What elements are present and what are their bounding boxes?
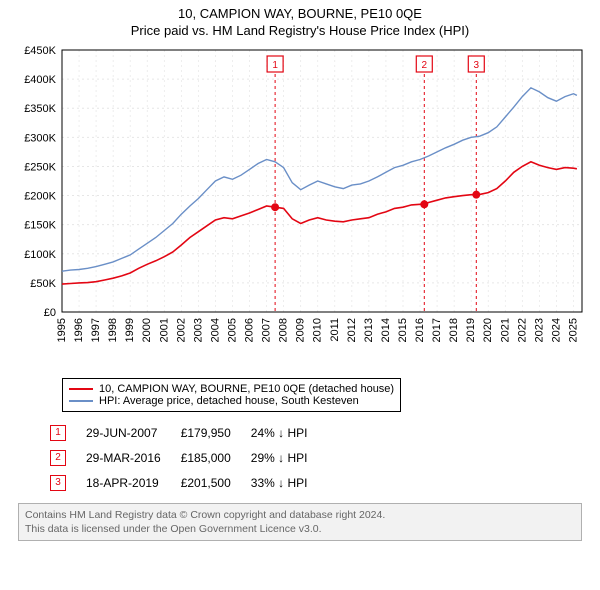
svg-text:2020: 2020 — [482, 318, 494, 342]
svg-text:£200K: £200K — [24, 191, 56, 203]
legend-swatch-hpi — [69, 400, 93, 402]
transaction-delta: 33% ↓ HPI — [251, 470, 328, 495]
svg-text:2006: 2006 — [244, 318, 256, 342]
title-subtitle: Price paid vs. HM Land Registry's House … — [10, 23, 590, 38]
marker-badge: 1 — [50, 425, 66, 441]
svg-text:2024: 2024 — [550, 318, 562, 342]
svg-text:2021: 2021 — [499, 318, 511, 342]
svg-text:2016: 2016 — [414, 318, 426, 342]
svg-text:2009: 2009 — [295, 318, 307, 342]
svg-text:2004: 2004 — [209, 318, 221, 342]
transaction-date: 29-MAR-2016 — [86, 445, 181, 470]
chart-svg: £0 £50K £100K £150K £200K £250K £300K £350K £400… — [10, 42, 590, 372]
svg-text:1996: 1996 — [73, 318, 85, 342]
svg-text:£100K: £100K — [24, 249, 56, 261]
svg-text:2008: 2008 — [278, 318, 290, 342]
svg-text:£50K: £50K — [30, 278, 56, 290]
legend-swatch-property — [69, 388, 93, 390]
footer-line2: This data is licensed under the Open Gov… — [25, 522, 575, 536]
line-chart: £0 £50K £100K £150K £200K £250K £300K £350K £400… — [10, 42, 590, 372]
transaction-price: £185,000 — [181, 445, 251, 470]
svg-text:3: 3 — [474, 60, 480, 71]
table-row: 3 18-APR-2019 £201,500 33% ↓ HPI — [50, 470, 327, 495]
svg-text:2007: 2007 — [261, 318, 273, 342]
transaction-date: 18-APR-2019 — [86, 470, 181, 495]
legend-item-property: 10, CAMPION WAY, BOURNE, PE10 0QE (detac… — [69, 383, 394, 395]
svg-text:2011: 2011 — [329, 318, 341, 342]
svg-text:2010: 2010 — [312, 318, 324, 342]
svg-text:1999: 1999 — [124, 318, 136, 342]
svg-text:2005: 2005 — [226, 318, 238, 342]
svg-text:2: 2 — [422, 60, 428, 71]
svg-text:2000: 2000 — [141, 318, 153, 342]
svg-text:2022: 2022 — [516, 318, 528, 342]
chart-title: 10, CAMPION WAY, BOURNE, PE10 0QE Price … — [10, 6, 590, 38]
transaction-price: £179,950 — [181, 420, 251, 445]
svg-text:2018: 2018 — [448, 318, 460, 342]
svg-text:2014: 2014 — [380, 318, 392, 342]
legend-label-hpi: HPI: Average price, detached house, Sout… — [99, 395, 359, 407]
page-container: 10, CAMPION WAY, BOURNE, PE10 0QE Price … — [0, 0, 600, 590]
svg-text:£300K: £300K — [24, 132, 56, 144]
footer-line1: Contains HM Land Registry data © Crown c… — [25, 508, 575, 522]
svg-text:2003: 2003 — [192, 318, 204, 342]
svg-text:2019: 2019 — [465, 318, 477, 342]
svg-text:2023: 2023 — [533, 318, 545, 342]
transaction-date: 29-JUN-2007 — [86, 420, 181, 445]
svg-text:2025: 2025 — [567, 318, 579, 342]
legend: 10, CAMPION WAY, BOURNE, PE10 0QE (detac… — [62, 378, 401, 412]
svg-text:2001: 2001 — [158, 318, 170, 342]
svg-text:£150K: £150K — [24, 220, 56, 232]
svg-text:1995: 1995 — [56, 318, 68, 342]
transactions-table: 1 29-JUN-2007 £179,950 24% ↓ HPI 2 29-MA… — [50, 420, 327, 495]
svg-text:1997: 1997 — [90, 318, 102, 342]
svg-text:2012: 2012 — [346, 318, 358, 342]
legend-item-hpi: HPI: Average price, detached house, Sout… — [69, 395, 394, 407]
table-row: 1 29-JUN-2007 £179,950 24% ↓ HPI — [50, 420, 327, 445]
svg-text:2015: 2015 — [397, 318, 409, 342]
legend-label-property: 10, CAMPION WAY, BOURNE, PE10 0QE (detac… — [99, 383, 394, 395]
svg-text:£350K: £350K — [24, 103, 56, 115]
table-row: 2 29-MAR-2016 £185,000 29% ↓ HPI — [50, 445, 327, 470]
transaction-delta: 29% ↓ HPI — [251, 445, 328, 470]
svg-text:£400K: £400K — [24, 74, 56, 86]
svg-text:1998: 1998 — [107, 318, 119, 342]
attribution-footer: Contains HM Land Registry data © Crown c… — [18, 503, 582, 541]
svg-text:1: 1 — [272, 60, 278, 71]
svg-text:£0: £0 — [44, 307, 56, 319]
svg-text:2002: 2002 — [175, 318, 187, 342]
marker-badge: 2 — [50, 450, 66, 466]
transaction-delta: 24% ↓ HPI — [251, 420, 328, 445]
svg-text:£450K: £450K — [24, 45, 56, 57]
svg-text:£250K: £250K — [24, 161, 56, 173]
svg-text:2017: 2017 — [431, 318, 443, 342]
marker-badge: 3 — [50, 475, 66, 491]
transaction-price: £201,500 — [181, 470, 251, 495]
svg-text:2013: 2013 — [363, 318, 375, 342]
title-address: 10, CAMPION WAY, BOURNE, PE10 0QE — [10, 6, 590, 21]
